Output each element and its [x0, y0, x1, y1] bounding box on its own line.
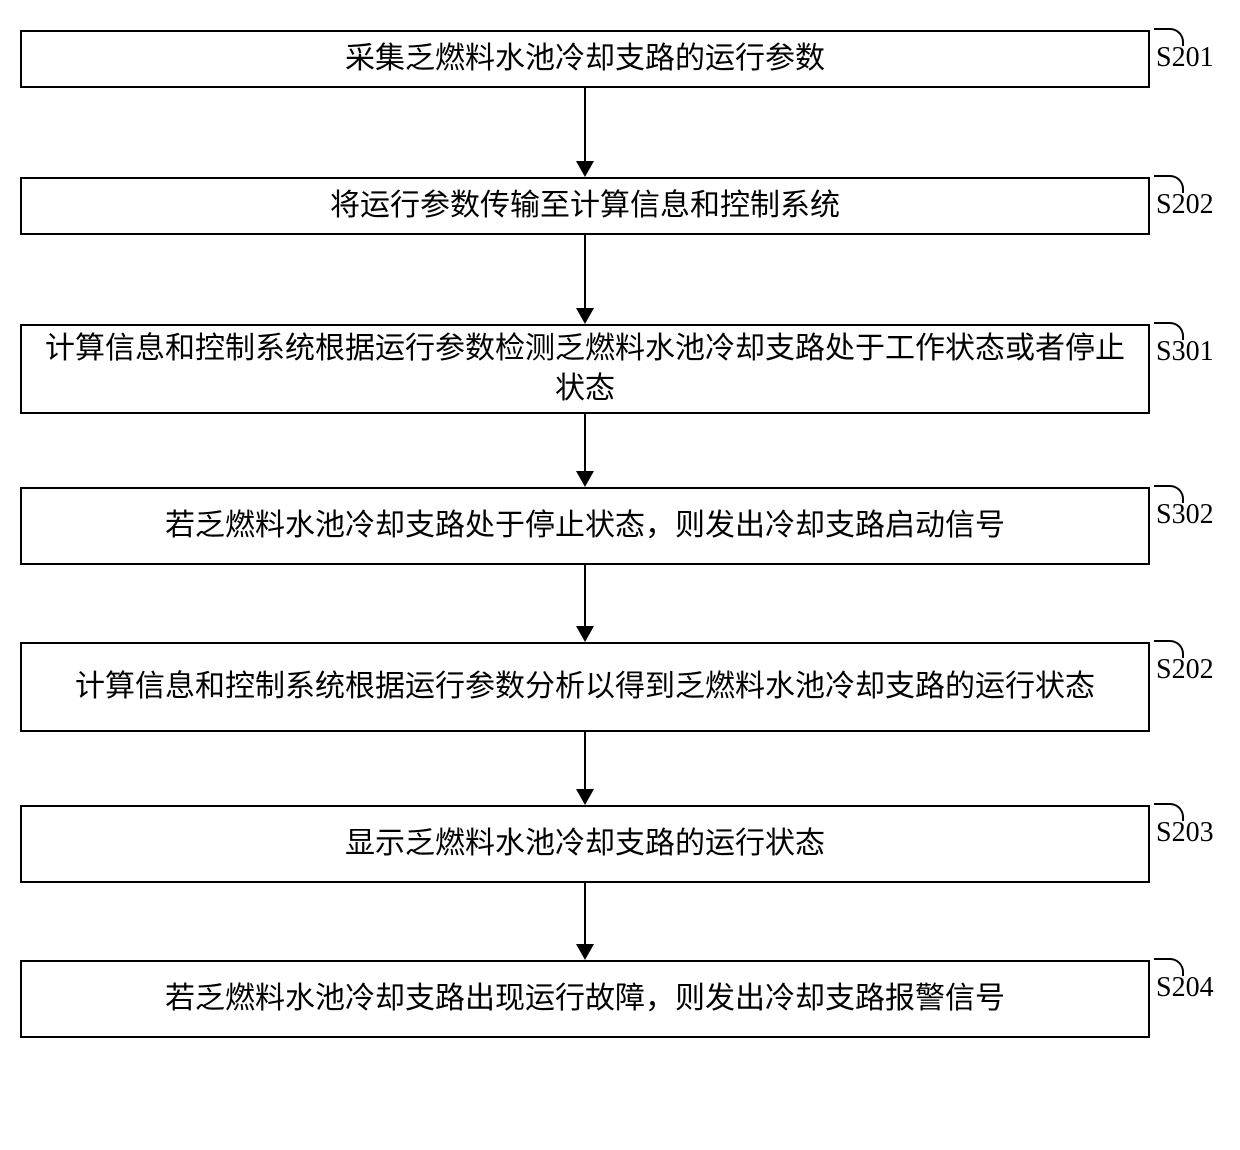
- step-row: 将运行参数传输至计算信息和控制系统 S202: [20, 177, 1220, 235]
- arrow-head-icon: [576, 161, 594, 177]
- arrow-wrap: [20, 883, 1150, 960]
- arrow-line: [584, 88, 586, 162]
- step-box: 计算信息和控制系统根据运行参数检测乏燃料水池冷却支路处于工作状态或者停止状态: [20, 324, 1150, 414]
- label-column: S201: [1150, 30, 1214, 74]
- label-column: S301: [1150, 324, 1214, 368]
- step-text: 显示乏燃料水池冷却支路的运行状态: [345, 824, 825, 865]
- arrow-down-icon: [576, 235, 594, 324]
- arrow-down-icon: [576, 88, 594, 177]
- arrow-wrap: [20, 414, 1150, 487]
- step-row: 计算信息和控制系统根据运行参数分析以得到乏燃料水池冷却支路的运行状态 S202: [20, 642, 1220, 732]
- step-row: 若乏燃料水池冷却支路出现运行故障，则发出冷却支路报警信号 S204: [20, 960, 1220, 1038]
- arrow-wrap: [20, 732, 1150, 805]
- step-text: 若乏燃料水池冷却支路出现运行故障，则发出冷却支路报警信号: [165, 979, 1005, 1020]
- step-label: S201: [1156, 42, 1214, 74]
- label-column: S202: [1150, 177, 1214, 221]
- arrow-head-icon: [576, 308, 594, 324]
- step-label: S302: [1156, 499, 1214, 531]
- step-text: 将运行参数传输至计算信息和控制系统: [330, 186, 840, 227]
- step-label: S203: [1156, 817, 1214, 849]
- arrow-wrap: [20, 565, 1150, 642]
- arrow-down-icon: [576, 883, 594, 960]
- step-box: 显示乏燃料水池冷却支路的运行状态: [20, 805, 1150, 883]
- step-text: 计算信息和控制系统根据运行参数分析以得到乏燃料水池冷却支路的运行状态: [75, 667, 1095, 708]
- arrow-wrap: [20, 235, 1150, 324]
- arrow-head-icon: [576, 789, 594, 805]
- step-label: S204: [1156, 972, 1214, 1004]
- label-column: S202: [1150, 642, 1214, 686]
- arrow-down-icon: [576, 565, 594, 642]
- step-box: 若乏燃料水池冷却支路出现运行故障，则发出冷却支路报警信号: [20, 960, 1150, 1038]
- step-label: S202: [1156, 189, 1214, 221]
- step-row: 计算信息和控制系统根据运行参数检测乏燃料水池冷却支路处于工作状态或者停止状态 S3…: [20, 324, 1220, 414]
- arrow-head-icon: [576, 944, 594, 960]
- flowchart-container: 采集乏燃料水池冷却支路的运行参数 S201 将运行参数传输至计算信息和控制系统 S20…: [20, 30, 1220, 1038]
- arrow-down-icon: [576, 414, 594, 487]
- step-row: 采集乏燃料水池冷却支路的运行参数 S201: [20, 30, 1220, 88]
- step-text: 采集乏燃料水池冷却支路的运行参数: [345, 39, 825, 80]
- arrow-line: [584, 414, 586, 472]
- arrow-line: [584, 235, 586, 309]
- step-text: 若乏燃料水池冷却支路处于停止状态，则发出冷却支路启动信号: [165, 506, 1005, 547]
- step-box: 若乏燃料水池冷却支路处于停止状态，则发出冷却支路启动信号: [20, 487, 1150, 565]
- arrow-down-icon: [576, 732, 594, 805]
- arrow-wrap: [20, 88, 1150, 177]
- arrow-line: [584, 565, 586, 627]
- step-box: 将运行参数传输至计算信息和控制系统: [20, 177, 1150, 235]
- label-column: S203: [1150, 805, 1214, 849]
- step-text: 计算信息和控制系统根据运行参数检测乏燃料水池冷却支路处于工作状态或者停止状态: [32, 329, 1138, 410]
- arrow-head-icon: [576, 626, 594, 642]
- step-row: 显示乏燃料水池冷却支路的运行状态 S203: [20, 805, 1220, 883]
- step-label: S301: [1156, 336, 1214, 368]
- step-box: 计算信息和控制系统根据运行参数分析以得到乏燃料水池冷却支路的运行状态: [20, 642, 1150, 732]
- step-box: 采集乏燃料水池冷却支路的运行参数: [20, 30, 1150, 88]
- step-row: 若乏燃料水池冷却支路处于停止状态，则发出冷却支路启动信号 S302: [20, 487, 1220, 565]
- label-column: S302: [1150, 487, 1214, 531]
- arrow-head-icon: [576, 471, 594, 487]
- arrow-line: [584, 883, 586, 945]
- arrow-line: [584, 732, 586, 790]
- step-label: S202: [1156, 654, 1214, 686]
- label-column: S204: [1150, 960, 1214, 1004]
